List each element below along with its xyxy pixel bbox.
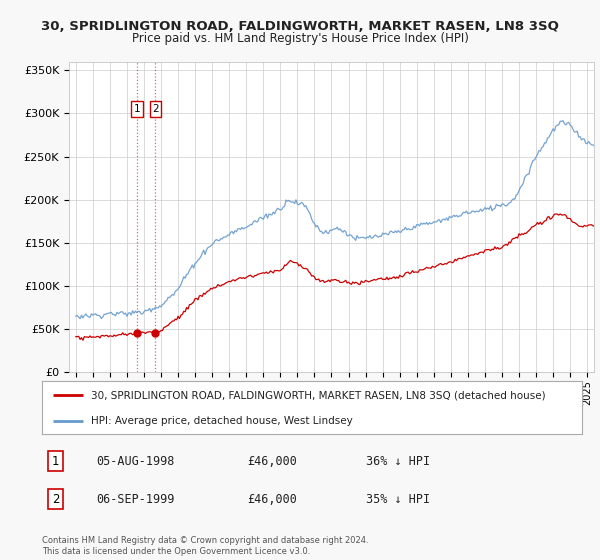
- Text: 1: 1: [134, 104, 140, 114]
- Text: 2: 2: [52, 493, 59, 506]
- Text: £46,000: £46,000: [247, 493, 297, 506]
- Text: £46,000: £46,000: [247, 455, 297, 468]
- Text: 35% ↓ HPI: 35% ↓ HPI: [366, 493, 430, 506]
- Text: 06-SEP-1999: 06-SEP-1999: [96, 493, 175, 506]
- Text: 36% ↓ HPI: 36% ↓ HPI: [366, 455, 430, 468]
- Text: HPI: Average price, detached house, West Lindsey: HPI: Average price, detached house, West…: [91, 416, 352, 426]
- Text: 30, SPRIDLINGTON ROAD, FALDINGWORTH, MARKET RASEN, LN8 3SQ: 30, SPRIDLINGTON ROAD, FALDINGWORTH, MAR…: [41, 20, 559, 32]
- Text: 2: 2: [152, 104, 159, 114]
- Text: Contains HM Land Registry data © Crown copyright and database right 2024.
This d: Contains HM Land Registry data © Crown c…: [42, 536, 368, 556]
- Text: 1: 1: [52, 455, 59, 468]
- Text: Price paid vs. HM Land Registry's House Price Index (HPI): Price paid vs. HM Land Registry's House …: [131, 32, 469, 45]
- Text: 05-AUG-1998: 05-AUG-1998: [96, 455, 175, 468]
- Text: 30, SPRIDLINGTON ROAD, FALDINGWORTH, MARKET RASEN, LN8 3SQ (detached house): 30, SPRIDLINGTON ROAD, FALDINGWORTH, MAR…: [91, 390, 545, 400]
